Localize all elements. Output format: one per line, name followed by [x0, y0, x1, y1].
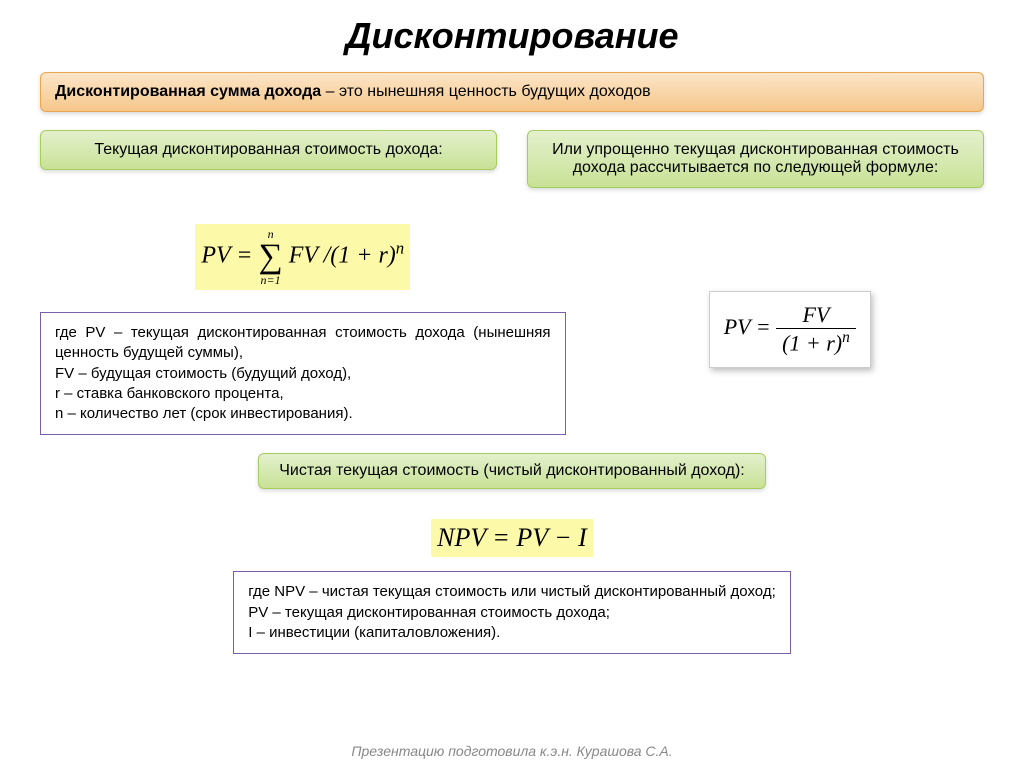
definition-banner: Дисконтированная сумма дохода – это ныне… — [40, 72, 984, 112]
header-row: Текущая дисконтированная стоимость доход… — [40, 130, 984, 206]
formula-pv-frac: PV = FV(1 + r)n — [709, 291, 871, 367]
desc1-line4: n – количество лет (срок инвестирования)… — [55, 404, 551, 424]
formula1-exp: n — [396, 239, 404, 258]
desc1-line1: где PV – текущая дисконтированная стоимо… — [55, 323, 551, 364]
definition-text: – это нынешняя ценность будущих доходов — [321, 83, 651, 100]
npv-header-box: Чистая текущая стоимость (чистый дисконт… — [258, 453, 766, 489]
fraction: FV(1 + r)n — [776, 302, 856, 356]
npv-rest: = PV − I — [486, 523, 587, 552]
desc1-line2: FV – будущая стоимость (будущий доход), — [55, 364, 551, 384]
frac-den: (1 + r)n — [776, 329, 856, 356]
page-title: Дисконтирование — [40, 15, 984, 57]
eq-sign-2: = — [750, 315, 776, 340]
formula-pv-sum: PV = n∑n=1 FV /(1 + r)n — [195, 224, 410, 290]
mid-row: PV = n∑n=1 FV /(1 + r)n где PV – текущая… — [40, 224, 984, 435]
eq-sign: = — [230, 243, 258, 269]
formula1-body: FV /(1 + r) — [283, 243, 396, 269]
definition-term: Дисконтированная сумма дохода — [55, 83, 321, 100]
pv-var: PV — [201, 243, 230, 269]
formula-npv: NPV = PV − I — [431, 519, 593, 557]
desc2-line1: где NPV – чистая текущая стоимость или ч… — [248, 582, 776, 602]
npv-var: NPV — [437, 523, 486, 552]
pv-var-2: PV — [724, 315, 750, 340]
right-header-box: Или упрощенно текущая дисконтированная с… — [527, 130, 984, 188]
desc2-line2: PV – текущая дисконтированная стоимость … — [248, 603, 776, 623]
sigma-icon: n∑n=1 — [258, 228, 282, 286]
frac-num: FV — [776, 302, 856, 329]
left-header-box: Текущая дисконтированная стоимость доход… — [40, 130, 497, 170]
desc2-line3: I – инвестиции (капиталовложения). — [248, 623, 776, 643]
desc1-line3: r – ставка банковского процента, — [55, 384, 551, 404]
desc-box-1: где PV – текущая дисконтированная стоимо… — [40, 312, 566, 435]
footer-credit: Презентацию подготовила к.э.н. Курашова … — [0, 743, 1024, 759]
desc-box-2: где NPV – чистая текущая стоимость или ч… — [233, 571, 791, 654]
